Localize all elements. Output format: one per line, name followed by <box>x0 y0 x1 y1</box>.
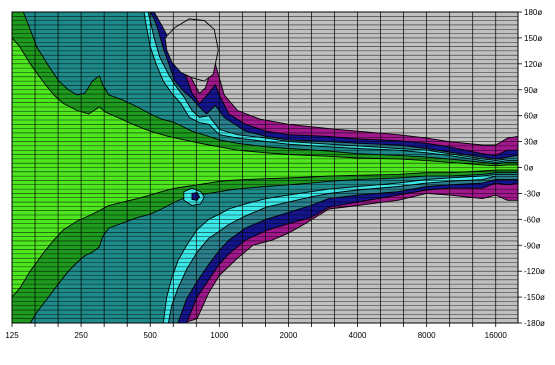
y-axis: 180ø 150ø 120ø 90ø 60ø 30ø 0ø -30ø -60ø -90ø -120ø… <box>518 8 545 328</box>
y-tick-label: -30ø <box>524 189 541 198</box>
x-axis: 125 250 500 1000 2000 4000 8000 16000 <box>5 323 507 340</box>
y-tick-label: -90ø <box>524 241 541 250</box>
y-tick-label: 150ø <box>524 34 542 43</box>
x-tick-label: 500 <box>144 331 158 340</box>
x-tick-label: 1000 <box>210 331 228 340</box>
y-tick-label: 180ø <box>524 8 542 17</box>
y-tick-label: 0ø <box>524 164 533 173</box>
y-tick-label: -60ø <box>524 215 541 224</box>
y-tick-label: -120ø <box>524 267 545 276</box>
y-tick-label: 60ø <box>524 112 538 121</box>
contour-island-0 <box>164 18 219 82</box>
y-tick-label: -150ø <box>524 293 545 302</box>
x-tick-label: 2000 <box>280 331 298 340</box>
x-tick-label: 4000 <box>349 331 367 340</box>
x-tick-label: 125 <box>5 331 19 340</box>
y-tick-label: -180ø <box>524 319 545 328</box>
x-tick-label: 8000 <box>418 331 436 340</box>
x-tick-label: 16000 <box>485 331 508 340</box>
y-tick-label: 90ø <box>524 86 538 95</box>
y-tick-label: 30ø <box>524 138 538 147</box>
x-tick-label: 250 <box>74 331 88 340</box>
y-tick-label: 120ø <box>524 60 542 69</box>
plot-area <box>11 11 519 324</box>
